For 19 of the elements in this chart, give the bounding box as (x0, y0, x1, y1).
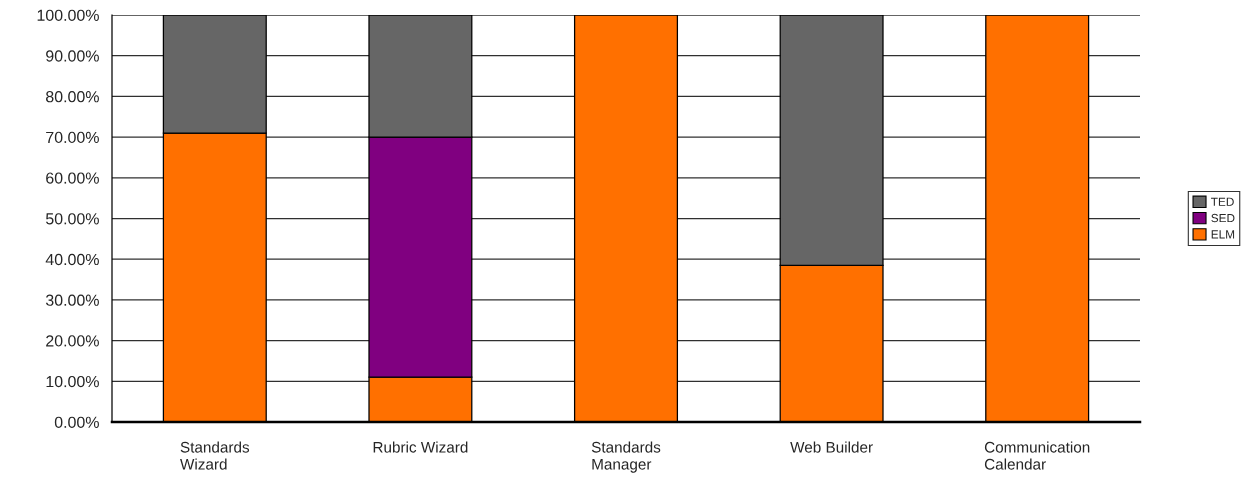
y-tick-label: 40.00% (45, 253, 99, 266)
y-tick-label: 20.00% (46, 335, 99, 347)
x-tick-label: Standards Wizard (180, 441, 250, 470)
x-tick-label: Web Builder (790, 441, 873, 453)
legend-label: ELM (1211, 230, 1235, 239)
y-tick-label: 60.00% (46, 172, 99, 184)
x-tick-label: Communication Calendar (984, 441, 1090, 470)
y-tick-label: 30.00% (45, 294, 99, 306)
y-tick-label: 50.00% (45, 213, 99, 225)
y-tick-label: 90.00% (46, 50, 99, 62)
legend-label: TED (1211, 197, 1234, 206)
y-tick-label: 0.00% (54, 416, 99, 428)
x-tick-label: Rubric Wizard (373, 441, 468, 453)
y-tick-label: 100.00% (37, 9, 99, 21)
legend-label: SED (1211, 213, 1235, 223)
y-tick-label: 80.00% (46, 91, 99, 103)
y-tick-label: 70.00% (46, 131, 99, 144)
y-tick-label: 10.00% (46, 375, 99, 388)
x-tick-label: Standards Manager (591, 441, 661, 473)
